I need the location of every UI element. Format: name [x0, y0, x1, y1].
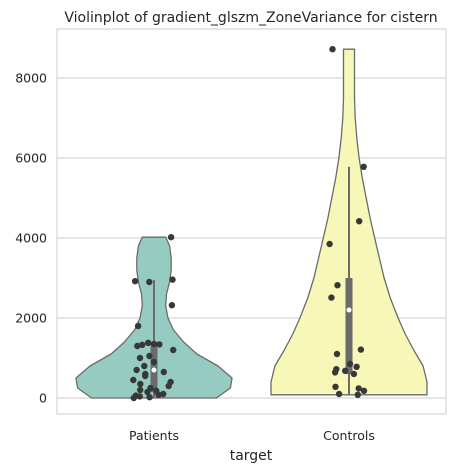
data-point — [134, 322, 142, 330]
data-point — [167, 234, 175, 241]
data-point — [170, 346, 177, 354]
y-tick-label: 6000 — [15, 151, 47, 166]
data-point — [350, 370, 358, 378]
x-axis-ticks: Patients Controls — [129, 428, 375, 443]
data-point — [146, 394, 153, 401]
data-point — [353, 363, 360, 370]
data-point — [137, 380, 144, 388]
data-point — [335, 390, 343, 398]
data-point — [360, 163, 367, 170]
data-point — [354, 391, 361, 398]
data-point — [142, 372, 149, 380]
chart-title: Violinplot of gradient_glszm_ZoneVarianc… — [64, 10, 437, 26]
data-point — [328, 294, 335, 301]
data-point — [342, 367, 349, 374]
data-point — [133, 366, 140, 374]
data-point — [136, 354, 144, 362]
data-point — [332, 383, 339, 390]
data-point — [168, 302, 176, 309]
data-point — [136, 393, 143, 400]
data-point — [326, 240, 333, 248]
data-point — [137, 386, 144, 394]
data-point — [150, 340, 158, 348]
data-point — [146, 278, 153, 286]
data-point — [160, 390, 167, 398]
data-point — [150, 358, 158, 366]
iqr-box-controls — [345, 278, 353, 374]
data-point — [145, 339, 152, 346]
data-point — [130, 376, 137, 384]
y-tick-label: 2000 — [15, 311, 47, 326]
data-point — [134, 342, 141, 350]
y-tick-label: 4000 — [15, 231, 47, 246]
data-point — [169, 276, 176, 283]
x-tick-label: Controls — [323, 428, 375, 443]
data-point — [334, 282, 341, 289]
y-tick-label: 8000 — [15, 71, 47, 86]
y-axis-ticks: 0 2000 4000 6000 8000 — [15, 71, 47, 406]
y-tick-label: 0 — [39, 391, 47, 406]
data-point — [356, 218, 363, 225]
data-point — [155, 391, 162, 398]
data-point — [131, 278, 139, 285]
data-point — [141, 362, 148, 370]
data-point — [130, 394, 137, 402]
data-point — [160, 368, 167, 376]
data-point — [139, 341, 146, 348]
data-point — [360, 387, 368, 394]
data-point — [355, 385, 362, 392]
data-point — [144, 388, 151, 396]
median-marker-controls — [346, 307, 352, 313]
data-point — [331, 369, 339, 376]
median-marker-patients — [151, 367, 157, 373]
data-point — [346, 360, 354, 368]
data-point — [156, 341, 163, 348]
x-tick-label: Patients — [129, 428, 179, 443]
data-point — [146, 352, 153, 360]
data-point — [357, 346, 365, 353]
data-point — [165, 382, 172, 390]
violins — [75, 48, 428, 399]
data-points — [130, 46, 368, 402]
data-point — [329, 46, 336, 53]
x-axis-label: target — [230, 448, 273, 464]
data-point — [333, 350, 341, 358]
